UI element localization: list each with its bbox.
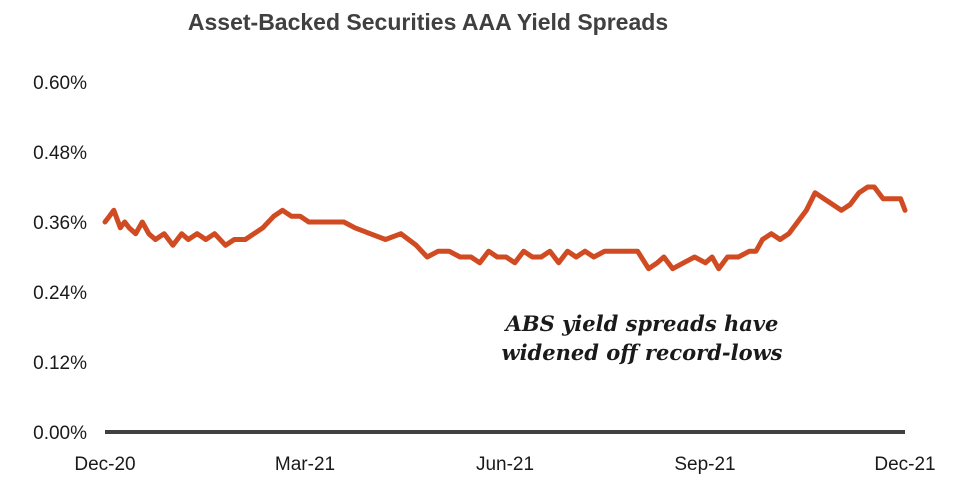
x-tick-label: Dec-20 [74,454,135,475]
y-tick-label: 0.48% [33,143,87,164]
x-axis-tick-labels: Dec-20 Mar-21 Jun-21 Sep-21 Dec-21 [74,454,935,475]
y-tick-label: 0.12% [33,353,87,374]
x-tick-label: Dec-21 [874,454,935,475]
y-tick-label: 0.24% [33,283,87,304]
x-tick-label: Sep-21 [674,454,735,475]
y-tick-label: 0.60% [33,73,87,94]
y-tick-label: 0.00% [33,423,87,444]
annotation-line-1: ABS yield spreads have [504,311,779,336]
x-tick-label: Jun-21 [476,454,534,475]
y-axis-tick-labels: 0.00% 0.12% 0.24% 0.36% 0.48% 0.60% [33,73,87,444]
x-tick-label: Mar-21 [275,454,335,475]
y-tick-label: 0.36% [33,213,87,234]
annotation-line-2: widened off record-lows [502,340,783,365]
yield-spread-series-line [102,184,908,272]
chart-title: Asset-Backed Securities AAA Yield Spread… [188,9,668,35]
